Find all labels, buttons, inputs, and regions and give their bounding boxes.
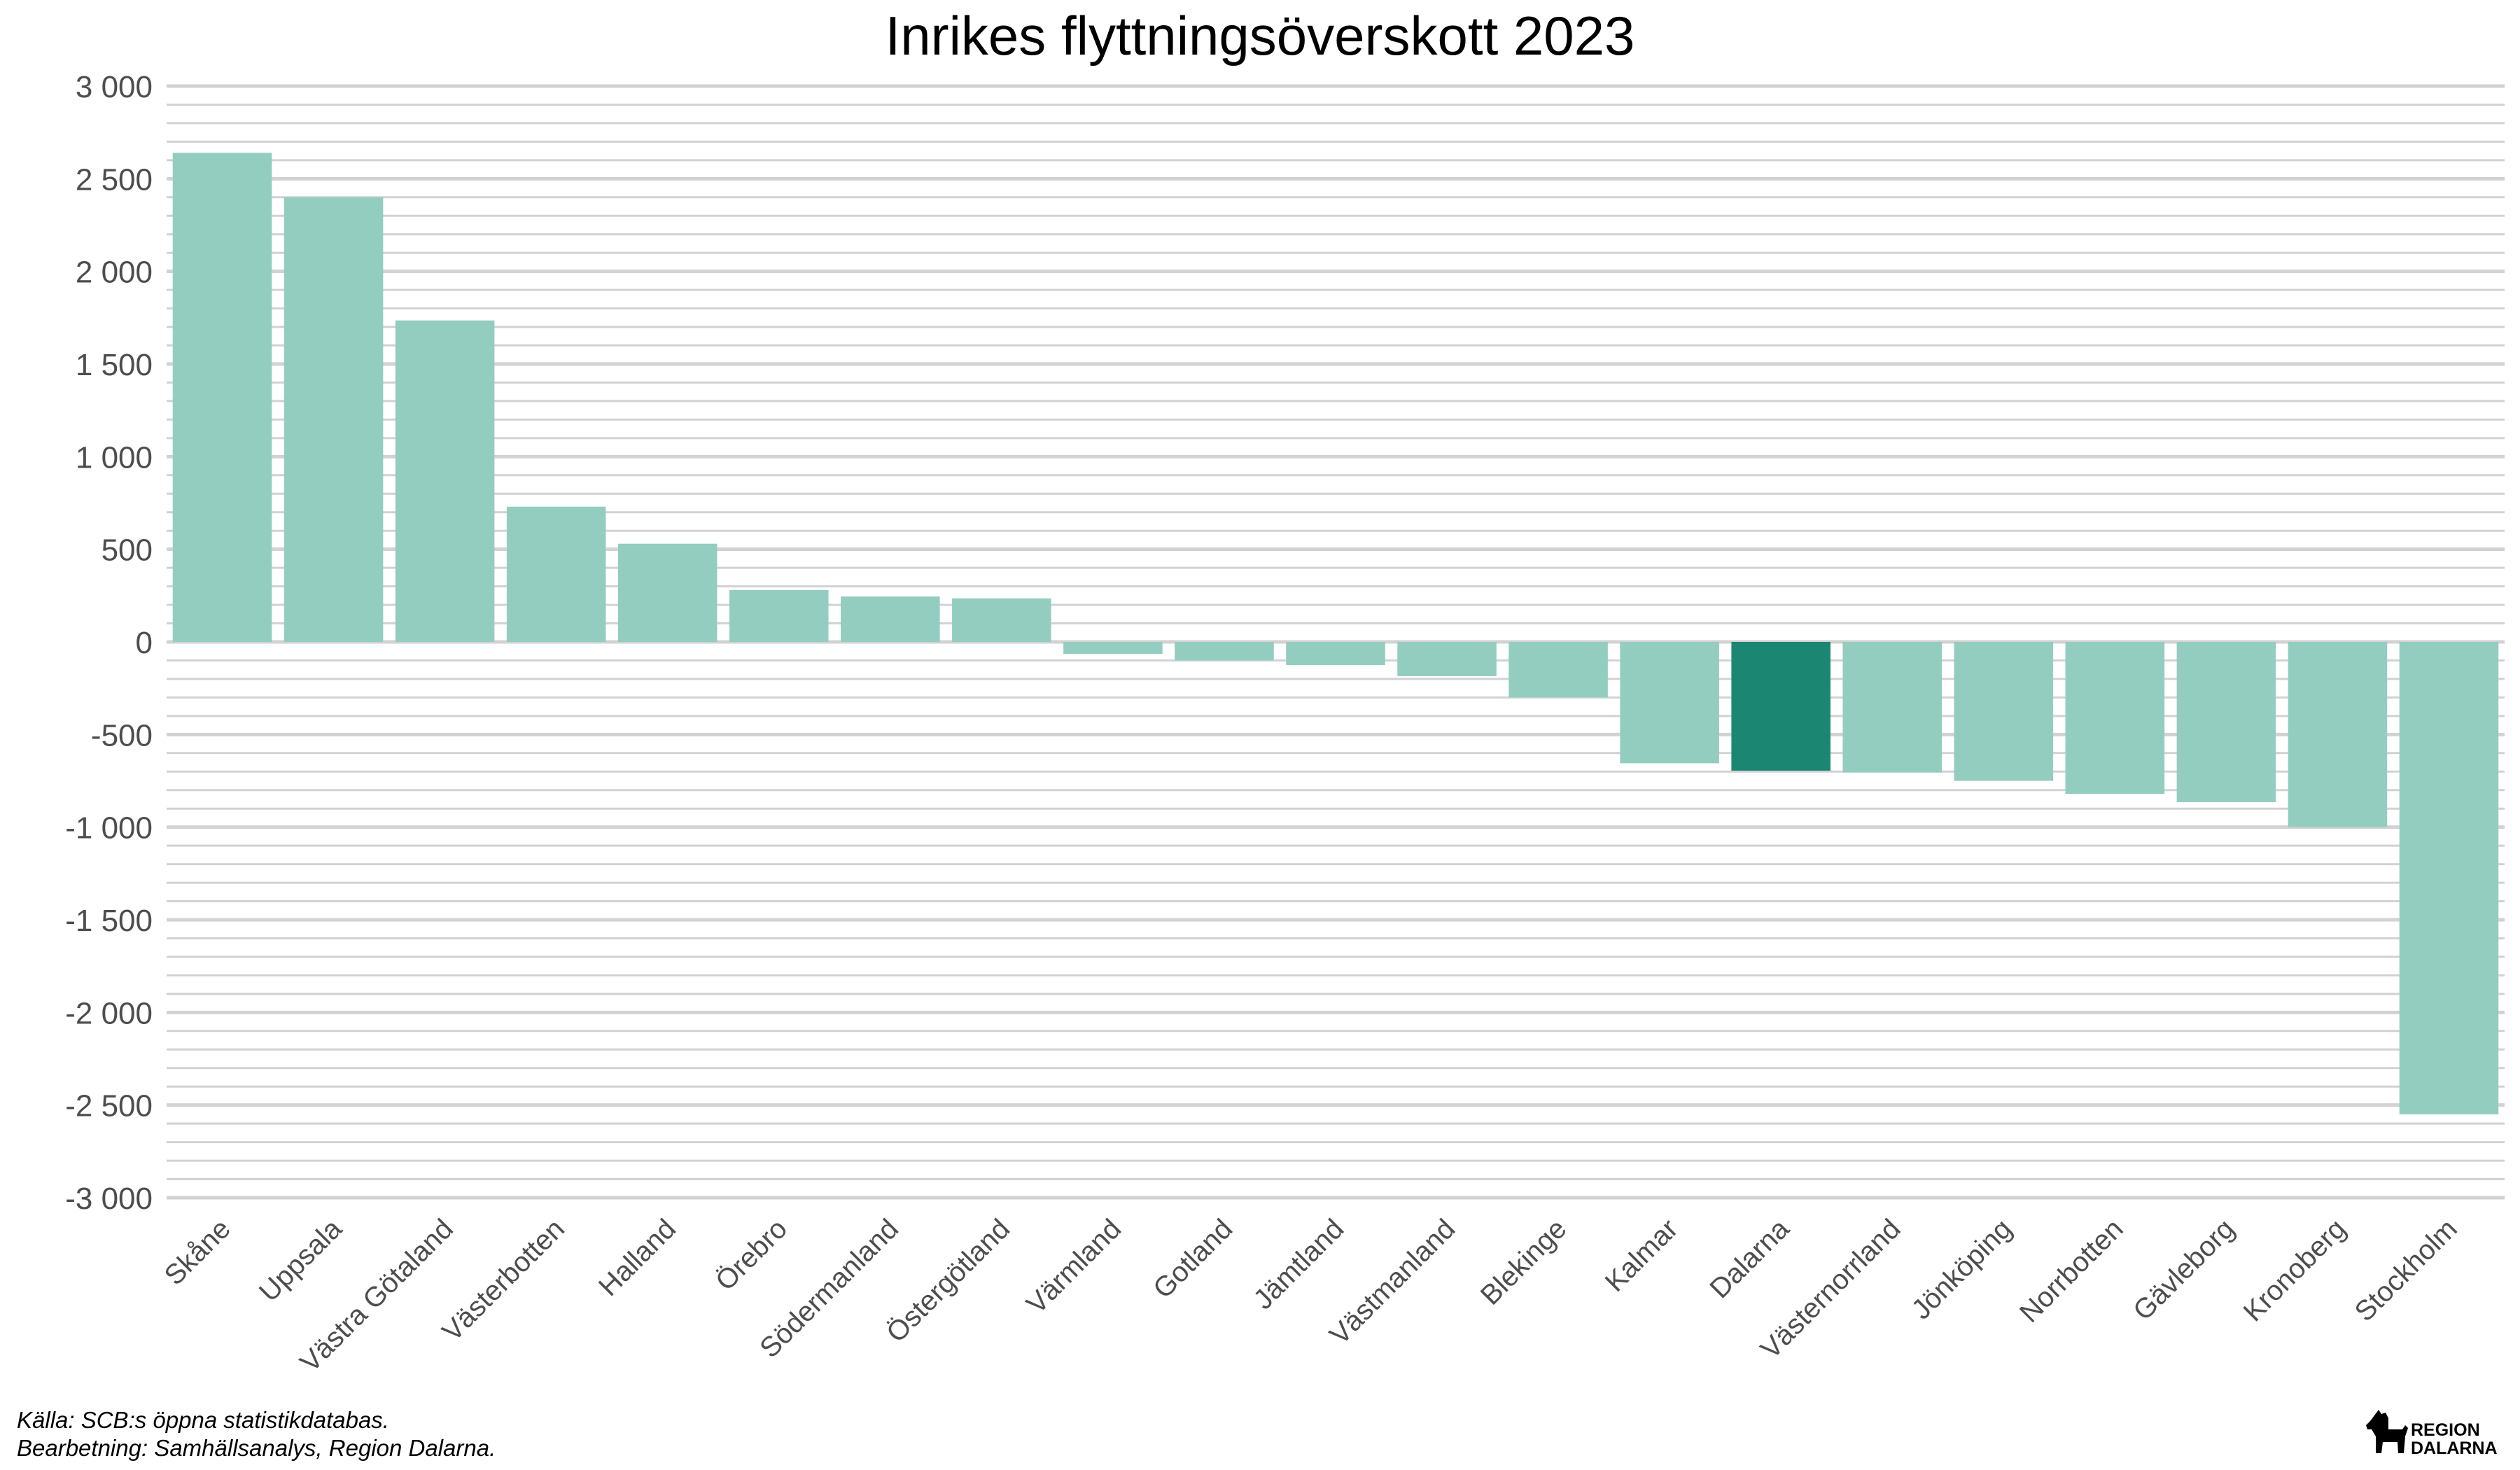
bar-örebro xyxy=(729,589,829,642)
bar-halland xyxy=(617,543,718,642)
y-tick-label: 500 xyxy=(102,533,153,568)
region-dalarna-logo: REGION DALARNA xyxy=(2365,1408,2512,1459)
bar-västerbotten xyxy=(506,506,606,642)
bar-gotland xyxy=(1175,642,1274,661)
y-tick-label: -500 xyxy=(91,718,153,752)
y-tick-label: -1 000 xyxy=(65,811,153,846)
y-tick-label: 2 000 xyxy=(76,255,153,290)
x-tick-label: Jämtland xyxy=(1247,1213,1350,1315)
source-note: Källa: SCB:s öppna statistikdatabas. xyxy=(17,1407,389,1433)
y-tick-label: -2 500 xyxy=(65,1089,153,1124)
x-tick-label: Gävleborg xyxy=(2127,1213,2241,1326)
bar-jönköping xyxy=(1954,642,2054,781)
y-tick-label: 1 500 xyxy=(76,348,153,382)
processing-note: Bearbetning: Samhällsanalys, Region Dala… xyxy=(17,1435,496,1461)
bar-västra-götaland xyxy=(395,320,495,642)
grid-lines xyxy=(167,84,2505,1200)
x-tick-label: Örebro xyxy=(710,1213,793,1296)
x-tick-label: Värmland xyxy=(1021,1213,1127,1320)
x-tick-label: Stockholm xyxy=(2349,1213,2463,1327)
bar-kronoberg xyxy=(2288,642,2388,827)
dala-horse-icon xyxy=(2366,1410,2408,1453)
y-tick-label: 2 500 xyxy=(76,162,153,197)
x-tick-label: Norrbotten xyxy=(2014,1213,2129,1329)
bar-uppsala xyxy=(284,197,384,642)
bar-jämtland xyxy=(1286,642,1385,666)
bar-norrbotten xyxy=(2065,642,2165,794)
y-tick-label: 0 xyxy=(136,626,153,660)
bar-stockholm xyxy=(2399,642,2499,1114)
x-tick-label: Uppsala xyxy=(253,1213,348,1308)
y-axis-ticks: 3 000 2 500 2 000 1 500 1 000 500 0 -500 -1 000 -… xyxy=(65,70,153,1216)
chart-title: Inrikes flyttningsöverskott 2023 xyxy=(885,5,1635,66)
bar-skåne xyxy=(172,153,272,642)
x-tick-label: Gotland xyxy=(1147,1213,1238,1304)
x-tick-label: Jönköping xyxy=(1906,1213,2018,1325)
x-tick-label: Kronoberg xyxy=(2238,1213,2352,1327)
y-tick-label: 3 000 xyxy=(76,70,153,104)
logo-line-region: REGION xyxy=(2411,1420,2480,1440)
bar-kalmar xyxy=(1620,642,1719,764)
y-tick-label: -2 000 xyxy=(65,996,153,1030)
bar-östergötland xyxy=(952,598,1051,642)
x-tick-label: Blekinge xyxy=(1475,1213,1573,1311)
x-tick-label: Dalarna xyxy=(1704,1213,1795,1305)
logo-text: REGION DALARNA xyxy=(2411,1421,2498,1457)
bar-dalarna xyxy=(1731,642,1830,771)
y-tick-label: -1 500 xyxy=(65,904,153,938)
logo-line-dalarna: DALARNA xyxy=(2411,1438,2498,1458)
x-tick-label: Skåne xyxy=(159,1213,237,1291)
y-tick-label: 1 000 xyxy=(76,440,153,475)
x-tick-label: Halland xyxy=(593,1213,682,1302)
bar-västmanland xyxy=(1397,642,1497,676)
bar-västernorrland xyxy=(1842,642,1942,773)
bar-södermanland xyxy=(841,596,940,642)
x-tick-label: Kalmar xyxy=(1600,1213,1684,1298)
bar-gävleborg xyxy=(2176,642,2276,802)
bar-värmland xyxy=(1063,642,1163,654)
bars xyxy=(172,153,2499,1114)
y-tick-label: -3 000 xyxy=(65,1182,153,1216)
bar-blekinge xyxy=(1508,642,1608,698)
